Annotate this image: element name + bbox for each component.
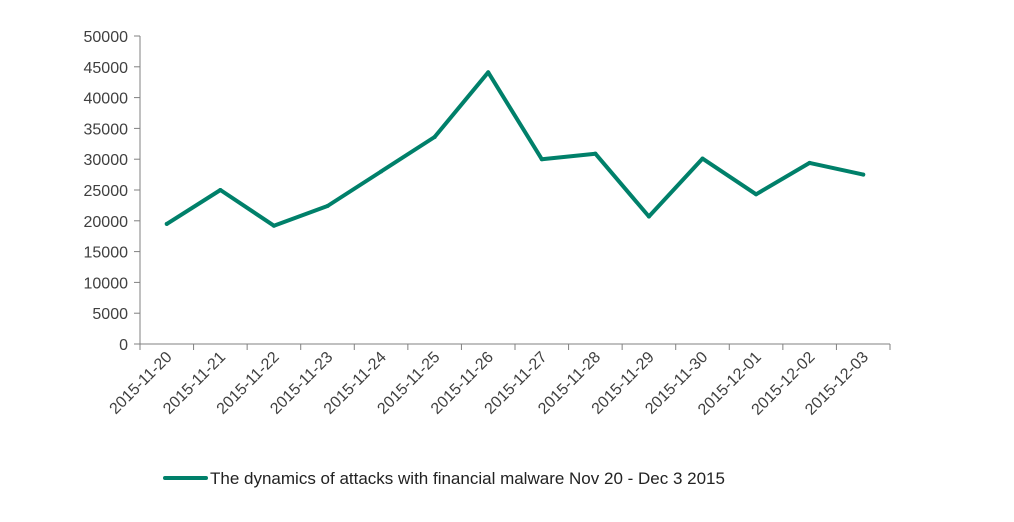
data-point [700, 156, 705, 161]
y-tick-label: 50000 [84, 29, 129, 46]
data-point [861, 172, 866, 177]
y-tick-label: 45000 [84, 60, 129, 77]
data-point [754, 192, 759, 197]
y-tick-label: 35000 [84, 121, 129, 138]
data-point [593, 151, 598, 156]
data-point [486, 70, 491, 75]
y-tick-label: 0 [119, 337, 128, 354]
data-point [539, 157, 544, 162]
data-point [218, 188, 223, 192]
y-tick-label: 5000 [92, 306, 128, 323]
legend: The dynamics of attacks with financial m… [163, 469, 725, 488]
series-group [164, 70, 866, 228]
y-tick-label: 10000 [84, 275, 129, 292]
data-point [432, 135, 437, 140]
y-tick-label: 30000 [84, 152, 129, 169]
series-line [164, 70, 866, 228]
y-tick-label: 25000 [84, 183, 129, 200]
y-axis: 0 5000 10000 15000 20000 25000 30000 35000 40000… [84, 29, 141, 354]
y-tick-label: 40000 [84, 91, 129, 108]
data-point [379, 169, 384, 174]
data-point [271, 223, 276, 228]
x-axis: 2015-11-202015-11-212015-11-222015-11-23… [107, 343, 891, 419]
data-point [164, 221, 169, 226]
data-point [325, 204, 330, 209]
y-tick-label: 15000 [84, 245, 129, 262]
data-point [646, 214, 651, 219]
y-tick-label: 20000 [84, 214, 129, 231]
legend-label: The dynamics of attacks with financial m… [210, 469, 725, 488]
data-point [807, 160, 812, 165]
